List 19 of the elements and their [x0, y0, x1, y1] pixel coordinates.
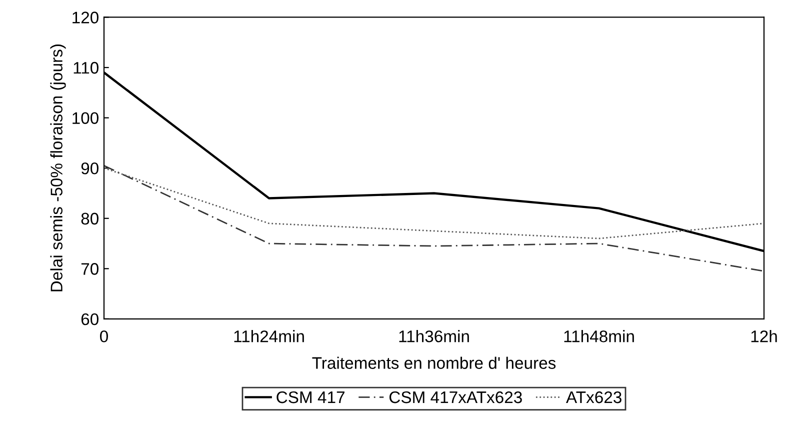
legend-label: CSM 417xATx623	[389, 391, 522, 404]
y-tick-label: 110	[74, 62, 98, 74]
y-tick-label: 100	[72, 112, 98, 124]
x-tick-label: 11h36min	[399, 330, 469, 342]
y-tick-label: 120	[72, 12, 98, 24]
x-tick-label: 0	[100, 330, 108, 342]
y-axis-title: Delai semis -50% floraison (jours)	[50, 44, 66, 292]
y-tick-label: 70	[81, 263, 98, 275]
x-axis-title: Traitements en nombre d' heures	[312, 356, 556, 369]
x-tick-label: 11h24min	[234, 330, 304, 342]
y-tick-label: 90	[81, 162, 98, 174]
y-tick-label: 60	[81, 313, 98, 326]
line-series	[104, 164, 764, 272]
legend-label: ATx623	[566, 391, 622, 404]
legend-label: CSM 417	[276, 391, 344, 404]
x-tick-label: 12h	[751, 330, 777, 342]
line-series	[104, 167, 764, 240]
y-tick-label: 80	[81, 212, 98, 225]
x-tick-label: 11h48min	[564, 330, 634, 342]
